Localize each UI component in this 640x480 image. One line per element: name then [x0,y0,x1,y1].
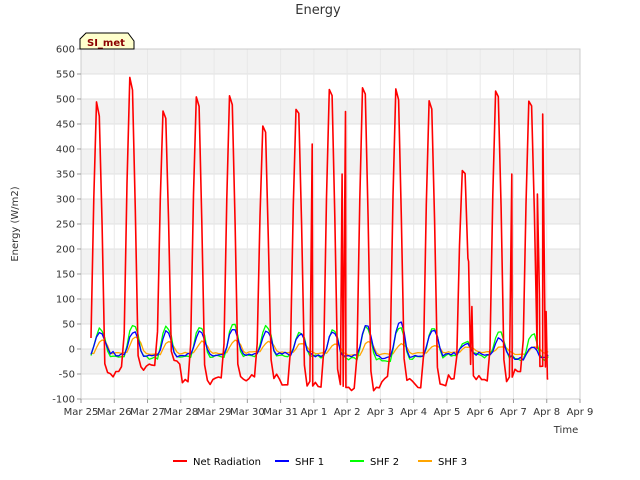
y-tick-label: 100 [56,295,75,306]
x-tick-label: Mar 27 [130,407,165,418]
x-tick-label: Apr 1 [300,407,327,418]
x-tick-label: Mar 25 [64,407,99,418]
x-tick-label: Apr 3 [367,407,394,418]
x-tick-label: Mar 31 [263,407,298,418]
y-tick-label: 250 [56,220,75,231]
y-axis-title: Energy (W/m2) [10,186,21,261]
legend-label: Net Radiation [193,457,261,468]
y-tick-label: 550 [56,70,75,81]
band [81,349,580,374]
x-tick-label: Apr 5 [434,407,461,418]
site-label-box [79,32,135,50]
series-layer [90,76,549,392]
band [81,249,580,274]
legend-item: SHF 3 [418,457,467,468]
plot-bands [81,49,580,374]
y-tick-label: 200 [56,245,75,256]
y-tick-label: -100 [52,395,75,406]
y-tick-label: 0 [69,345,75,356]
legend: Net Radiation SHF 1 SHF 2 SHF 3 [173,457,467,468]
y-tick-label: 600 [56,45,75,56]
x-tick-label: Apr 6 [467,407,494,418]
x-tick-label: Apr 7 [500,407,527,418]
band [81,299,580,324]
legend-label: SHF 1 [295,457,324,468]
x-tick-label: Mar 26 [97,407,132,418]
band [81,199,580,224]
legend-item: SHF 1 [275,457,324,468]
y-tick-label: 500 [56,95,75,106]
x-tick-label: Apr 9 [567,407,594,418]
x-tick-label: Mar 29 [197,407,232,418]
series-line-net-radiation [90,76,549,392]
y-tick-label: 300 [56,195,75,206]
y-tick-label: 350 [56,170,75,181]
legend-item: SHF 2 [350,457,399,468]
band [81,99,580,124]
series-line-shf-1 [90,321,549,361]
chart-title: Energy [295,3,341,18]
legend-item: Net Radiation [173,457,261,468]
y-tick-label: 50 [62,320,75,331]
x-axis-title: Time [553,425,578,436]
x-tick-label: Mar 28 [163,407,198,418]
x-tick-label: Apr 4 [400,407,427,418]
x-tick-label: Apr 2 [334,407,361,418]
legend-label: SHF 2 [370,457,399,468]
y-tick-label: -50 [59,370,75,381]
band [81,149,580,174]
x-tick-label: Apr 8 [533,407,560,418]
x-tick-label: Mar 30 [230,407,265,418]
y-axis: -100 -50 0 50 100 150 200 250 300 350 400 450 500 550… [52,45,81,406]
site-label: SI_met [79,32,135,50]
y-tick-label: 450 [56,120,75,131]
y-tick-label: 150 [56,270,75,281]
site-label-text: SI_met [87,38,125,49]
legend-label: SHF 3 [438,457,467,468]
band [81,49,580,74]
y-tick-label: 400 [56,145,75,156]
series-line-shf-2 [90,323,549,363]
